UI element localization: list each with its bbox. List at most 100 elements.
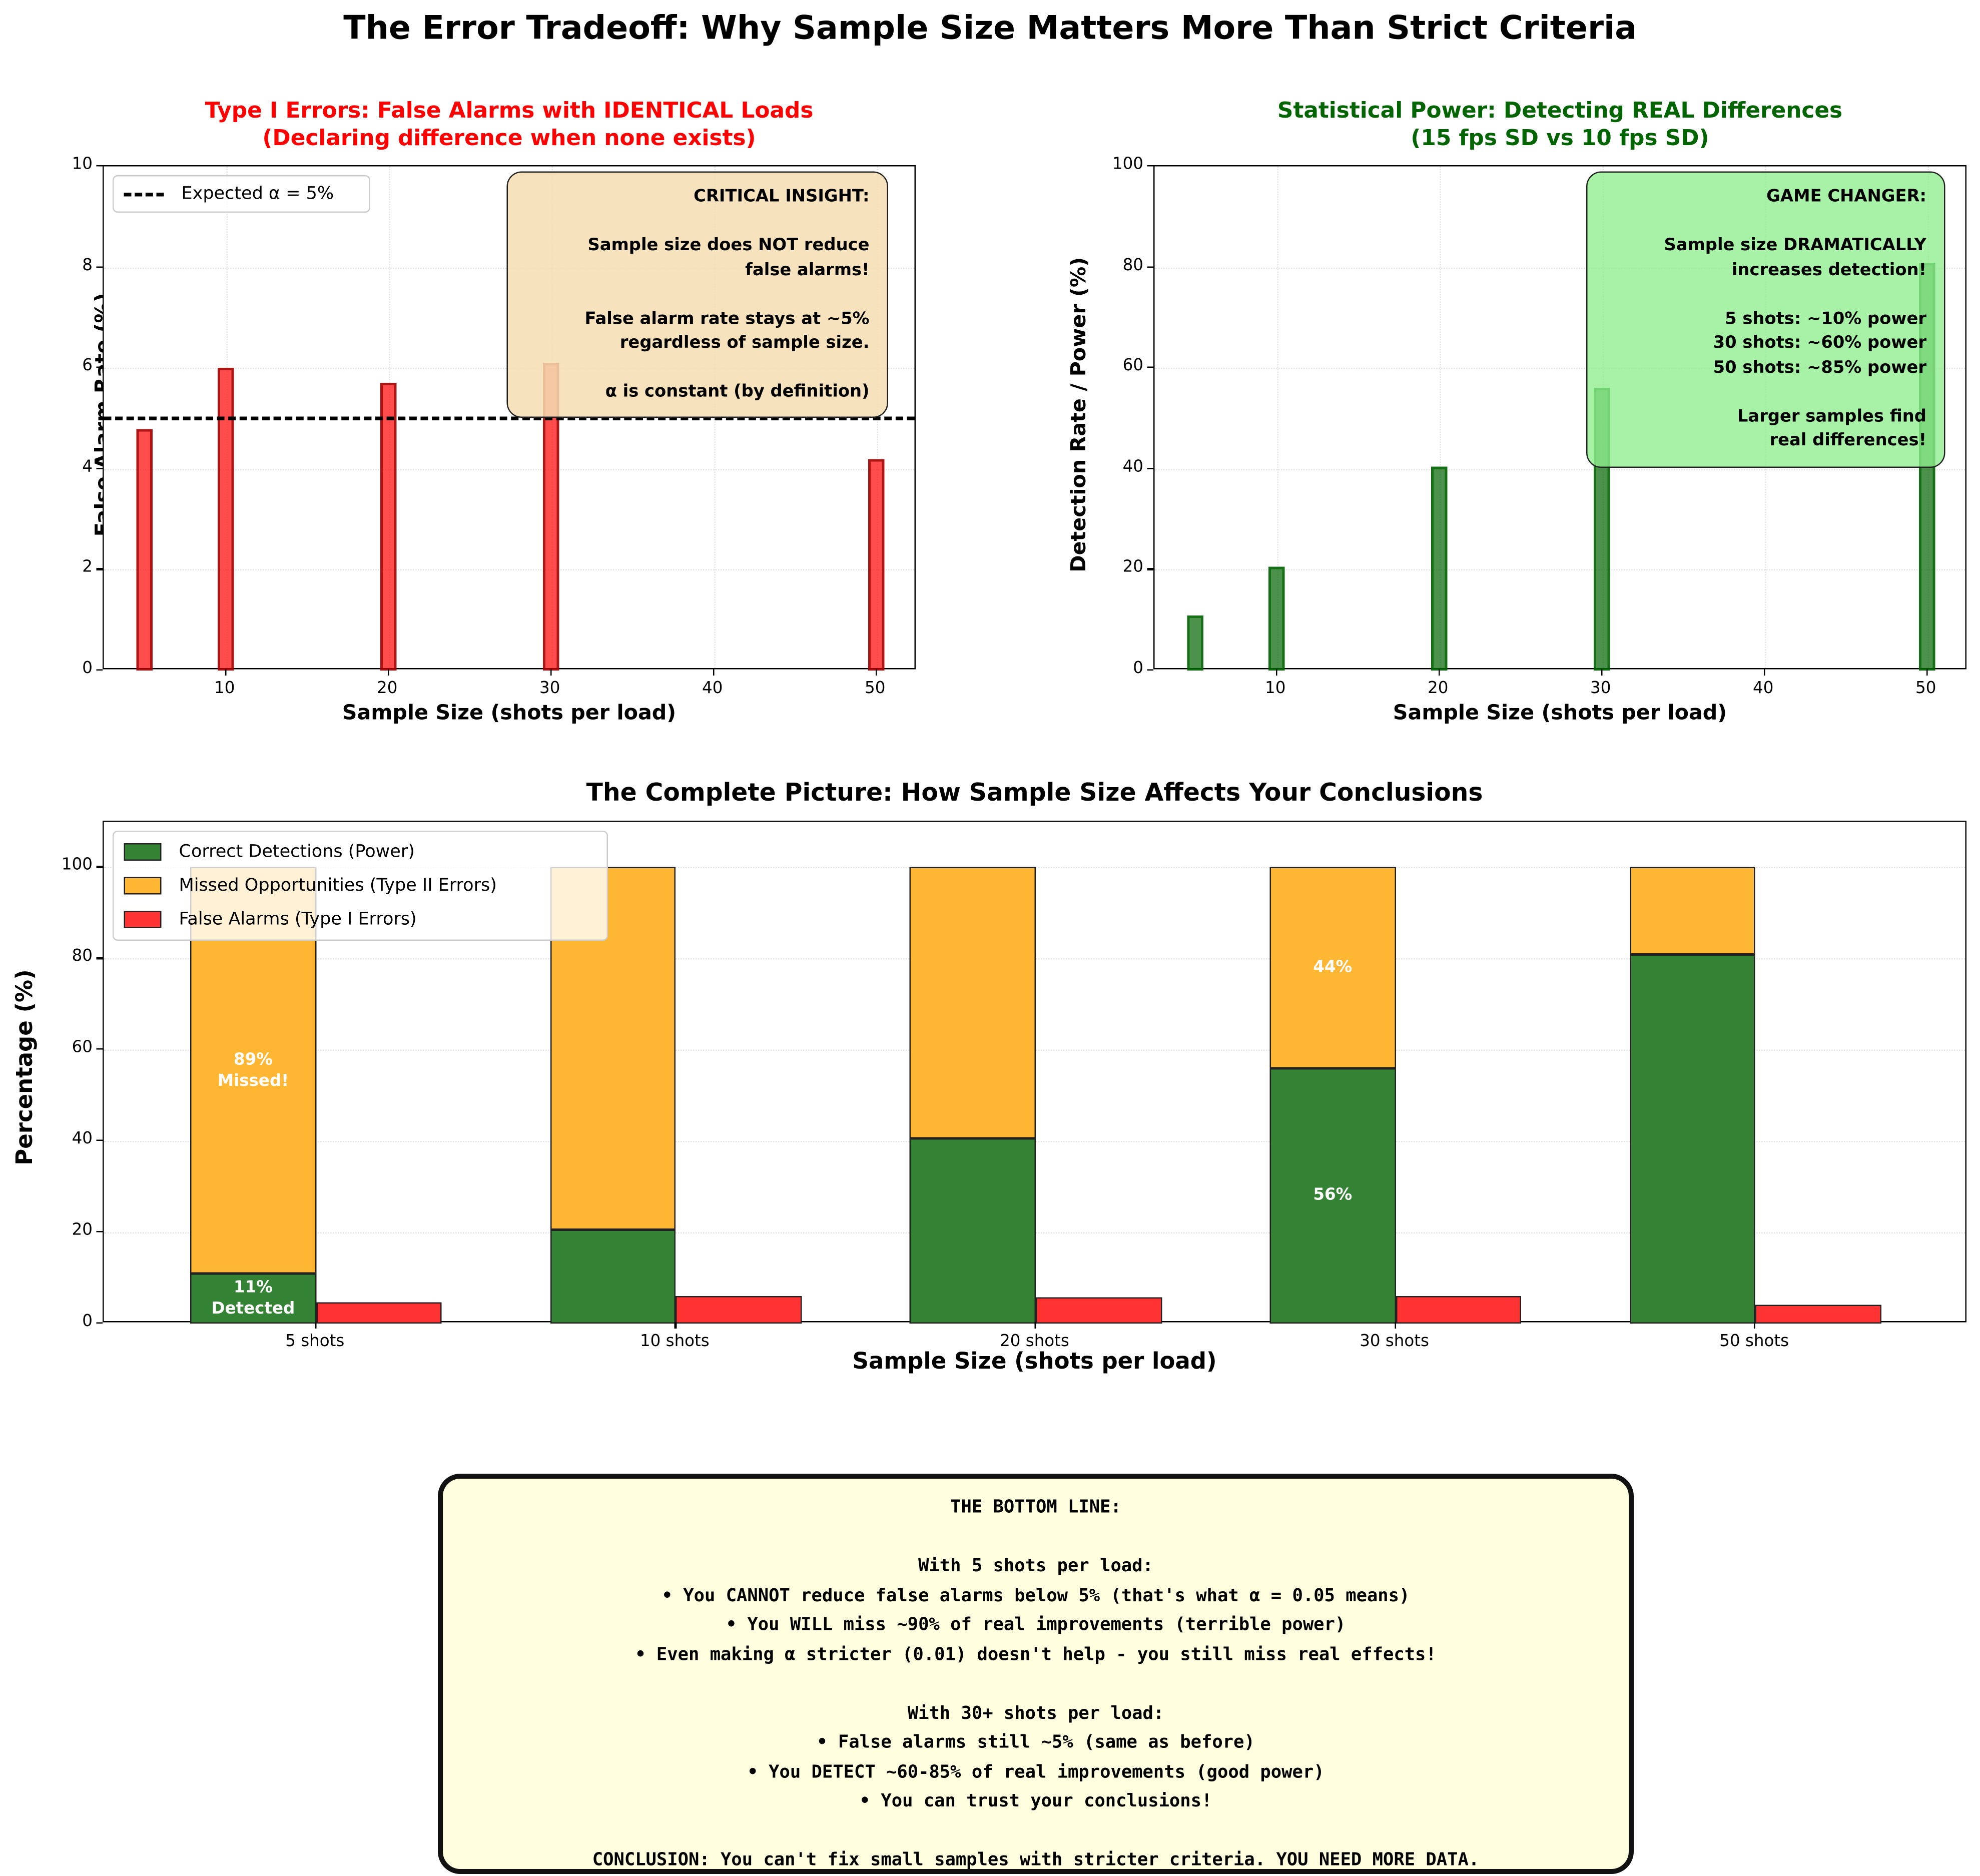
- bottom-line-box: THE BOTTOM LINE: With 5 shots per load: …: [438, 1474, 1634, 1874]
- x-tick-label: 40: [1753, 679, 1774, 699]
- power-title-line2: (15 fps SD vs 10 fps SD): [1411, 126, 1709, 152]
- y-tick-label: 10: [72, 155, 93, 174]
- false-alarm-bar: [316, 1302, 442, 1324]
- y-tick-mark: [96, 957, 103, 959]
- legend-item: Correct Detections (Power): [114, 835, 607, 869]
- grid-line: [1439, 166, 1441, 668]
- y-tick-mark: [1147, 165, 1153, 167]
- power-bar: [1629, 954, 1756, 1324]
- grid-line: [1276, 166, 1278, 668]
- x-tick-label: 10: [1265, 679, 1286, 699]
- y-tick-mark: [96, 1048, 103, 1050]
- bar-value-label: 11% Detected: [211, 1278, 295, 1319]
- y-tick-label: 0: [82, 659, 93, 679]
- grid-line: [104, 569, 915, 571]
- y-tick-mark: [96, 467, 103, 469]
- x-tick-label: 50: [865, 679, 886, 699]
- bar: [136, 428, 153, 671]
- bar-value-label: 56%: [1313, 1186, 1353, 1205]
- x-tick-label: 40: [702, 679, 723, 699]
- y-tick-label: 6: [82, 356, 93, 376]
- y-tick-mark: [96, 568, 103, 570]
- y-tick-label: 0: [1133, 659, 1143, 679]
- x-tick-mark: [1925, 669, 1927, 676]
- reference-line-alpha: [104, 416, 915, 420]
- false-alarm-bar: [1755, 1304, 1881, 1324]
- missed-bar: [1629, 867, 1756, 954]
- critical-insight-callout: CRITICAL INSIGHT: Sample size does NOT r…: [506, 171, 888, 418]
- y-tick-label: 2: [82, 558, 93, 577]
- y-tick-mark: [96, 266, 103, 268]
- legend-swatch: [124, 842, 162, 860]
- y-tick-mark: [96, 866, 103, 868]
- x-tick-label: 5 shots: [285, 1332, 345, 1352]
- y-tick-mark: [1147, 669, 1153, 671]
- false-alarm-bar: [676, 1296, 802, 1324]
- grid-line: [104, 468, 915, 470]
- x-tick-mark: [1394, 1322, 1396, 1329]
- y-tick-label: 40: [72, 1129, 93, 1149]
- y-tick-label: 8: [82, 256, 93, 275]
- false-alarm-bar: [1396, 1296, 1522, 1324]
- power-bar: [910, 1138, 1036, 1324]
- legend-item: Missed Opportunities (Type II Errors): [114, 868, 607, 902]
- legend-label: Correct Detections (Power): [179, 841, 415, 862]
- bar: [380, 383, 397, 671]
- combined-x-axis-label: Sample Size (shots per load): [852, 1349, 1217, 1375]
- power-x-axis-label: Sample Size (shots per load): [1393, 701, 1727, 725]
- legend-label: False Alarms (Type I Errors): [179, 909, 417, 929]
- y-tick-mark: [96, 669, 103, 671]
- false-alarm-bar: [1036, 1298, 1162, 1324]
- y-tick-mark: [96, 165, 103, 167]
- y-tick-mark: [1147, 568, 1153, 570]
- power-y-axis-label: Detection Rate / Power (%): [1066, 257, 1090, 572]
- grid-line: [1154, 267, 1965, 269]
- bar: [1431, 466, 1448, 671]
- power-bar: [190, 1273, 316, 1324]
- y-tick-label: 80: [1122, 256, 1143, 275]
- type1-plot-area: Expected α = 5% CRITICAL INSIGHT: Sample …: [103, 165, 916, 671]
- legend-label: Expected α = 5%: [181, 184, 334, 204]
- bar-value-label: 44%: [1313, 958, 1353, 977]
- x-tick-mark: [1438, 669, 1440, 676]
- power-bar: [550, 1229, 676, 1324]
- type1-x-axis-label: Sample Size (shots per load): [342, 701, 677, 725]
- legend-label: Missed Opportunities (Type II Errors): [179, 875, 497, 895]
- x-tick-label: 20: [377, 679, 398, 699]
- y-tick-label: 80: [72, 947, 93, 966]
- combined-y-axis-label: Percentage (%): [12, 969, 39, 1165]
- y-tick-mark: [96, 1139, 103, 1141]
- type1-title-line2: (Declaring difference when none exists): [262, 126, 756, 152]
- legend-item: False Alarms (Type I Errors): [114, 902, 607, 936]
- x-tick-mark: [675, 1322, 677, 1329]
- missed-bar: [1269, 867, 1396, 1068]
- game-changer-callout: GAME CHANGER: Sample size DRAMATICALLY i…: [1586, 171, 1945, 468]
- y-tick-label: 100: [61, 856, 93, 875]
- x-tick-label: 30: [539, 679, 560, 699]
- figure-title: The Error Tradeoff: Why Sample Size Matt…: [343, 10, 1637, 48]
- x-tick-mark: [1600, 669, 1602, 676]
- grid-line: [1154, 569, 1965, 571]
- legend-swatch: [124, 876, 162, 894]
- y-tick-label: 60: [1122, 356, 1143, 376]
- type1-legend: Expected α = 5%: [113, 175, 370, 213]
- power-plot-area: GAME CHANGER: Sample size DRAMATICALLY i…: [1153, 165, 1966, 671]
- power-title-line1: Statistical Power: Detecting REAL Differ…: [1277, 99, 1843, 124]
- type1-title-line1: Type I Errors: False Alarms with IDENTIC…: [205, 99, 814, 124]
- legend-item-expected-alpha: Expected α = 5%: [114, 177, 369, 212]
- y-tick-label: 20: [1122, 558, 1143, 577]
- combined-plot-area: 11% Detected 89% Missed! 56% 44% Correct Det…: [103, 821, 1966, 1324]
- x-tick-label: 30 shots: [1360, 1332, 1429, 1352]
- x-tick-mark: [1275, 669, 1277, 676]
- x-tick-label: 20 shots: [1000, 1332, 1069, 1352]
- bar-value-label: 89% Missed!: [217, 1050, 289, 1091]
- x-tick-label: 10 shots: [639, 1332, 710, 1352]
- x-tick-mark: [1763, 669, 1765, 676]
- y-tick-mark: [1147, 467, 1153, 469]
- x-tick-label: 50 shots: [1719, 1332, 1789, 1352]
- power-bar: [1269, 1068, 1396, 1324]
- y-tick-label: 4: [82, 457, 93, 476]
- bar: [218, 368, 234, 671]
- x-tick-mark: [875, 669, 877, 676]
